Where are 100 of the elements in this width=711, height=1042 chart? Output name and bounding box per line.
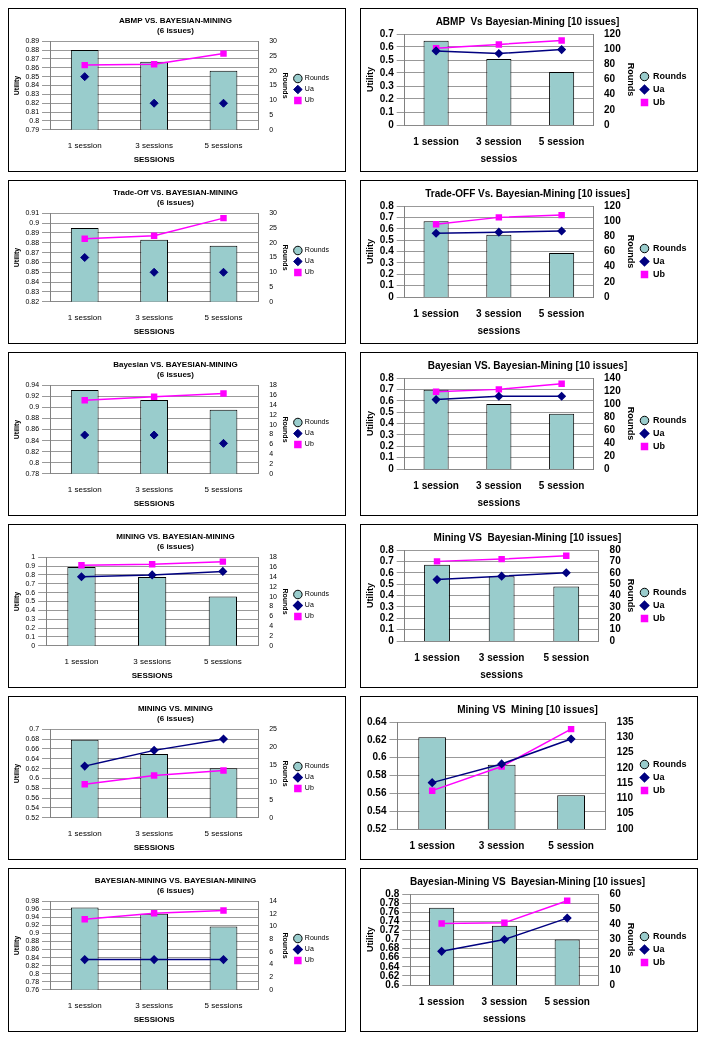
y2-tick-label: 0	[604, 290, 611, 302]
y2-tick-label: 40	[604, 88, 616, 100]
y2-tick-label: 60	[609, 566, 622, 578]
chart-title: Mining VS Bayesian-Mining [10 issues]	[433, 531, 622, 543]
y2-tick-label: 10	[609, 963, 622, 975]
legend-label: Ua	[653, 255, 666, 266]
y-tick-label: 0.54	[366, 804, 387, 816]
y2-tick-label: 0	[609, 978, 616, 990]
legend-label: Rounds	[653, 758, 687, 769]
chart-title: Bayesian VS. BAYESIAN-MINING (6 issues)	[113, 360, 238, 379]
y-tick-label: 0.7	[379, 383, 395, 395]
y2-tick-label: 120	[604, 384, 622, 396]
chart-title: Trade-Off VS. BAYESIAN-MINING (6 issues)	[112, 188, 239, 207]
legend-label: Ub	[653, 956, 666, 967]
y-tick-label: 0.8	[379, 371, 395, 383]
x-tick-label: 1 session	[67, 484, 102, 494]
legend-label: Ub	[653, 784, 666, 795]
y2-axis-title: Rounds	[625, 922, 636, 957]
y2-tick-label: 0	[604, 118, 611, 130]
y-tick-label: 0.52	[366, 822, 387, 834]
x-axis-title: SESSIONS	[133, 155, 176, 165]
x-tick-label: 5 session	[538, 135, 585, 147]
x-tick-label: 1 session	[67, 312, 102, 322]
x-axis-title: SESSIONS	[133, 843, 176, 853]
y-tick-label: 0	[388, 118, 395, 130]
x-tick-label: 5 session	[538, 307, 585, 319]
legend-label: Ua	[653, 427, 666, 438]
y2-tick-label: 0	[604, 462, 611, 474]
y2-tick-label: 20	[604, 449, 616, 461]
legend-label: Ua	[653, 83, 666, 94]
y-tick-label: 0.58	[366, 769, 387, 781]
chart-title: MINING VS. MINING (6 issues)	[137, 704, 214, 723]
chart-title: Mining VS Mining [10 issues]	[457, 703, 598, 715]
y-tick-label: 0.72	[379, 924, 400, 936]
y2-tick-label: 80	[604, 58, 616, 70]
y2-tick-label: 100	[604, 214, 622, 226]
y2-tick-label: 10	[609, 623, 622, 635]
y2-tick-label: 100	[604, 397, 622, 409]
legend-label: Ub	[653, 96, 666, 107]
x-axis-title: sessions	[480, 668, 524, 680]
legend-label: Rounds	[653, 242, 687, 253]
y2-tick-label: 50	[609, 577, 622, 589]
y2-axis-title: Rounds	[625, 578, 636, 613]
x-tick-label: 3 session	[476, 307, 522, 319]
y-tick-label: 0.7	[379, 211, 395, 223]
y-axis-title: Utility	[364, 66, 375, 93]
x-tick-label: 1 session	[414, 651, 460, 663]
x-tick-label: 3 sessions	[135, 828, 173, 838]
x-tick-label: 3 session	[476, 135, 522, 147]
y2-tick-label: 100	[616, 822, 634, 834]
x-axis-title: sessios	[480, 152, 518, 164]
y-tick-label: 0.78	[379, 896, 400, 908]
x-tick-label: 1 session	[67, 140, 102, 150]
x-tick-label: 1 session	[413, 307, 459, 319]
y-tick-label: 0.6	[379, 394, 395, 406]
y-tick-label: 0.1	[379, 451, 395, 463]
y2-tick-label: 40	[609, 589, 622, 601]
x-tick-label: 3 session	[478, 651, 525, 663]
y-tick-label: 0.3	[379, 79, 395, 91]
y-tick-label: 0.76	[379, 905, 400, 917]
y2-axis-title: Rounds	[625, 234, 636, 269]
x-axis-title: sessions	[477, 496, 521, 508]
x-axis-title: sessions	[483, 1012, 527, 1024]
x-tick-label: 1 session	[67, 828, 102, 838]
y-tick-label: 0.4	[379, 245, 395, 257]
y2-tick-label: 130	[616, 731, 634, 743]
y2-tick-label: 70	[609, 555, 622, 567]
y-tick-label: 0.62	[379, 969, 400, 981]
y2-tick-label: 105	[616, 807, 634, 819]
x-axis-title: SESSIONS	[131, 671, 174, 681]
chart-title: Trade-OFF Vs. Bayesian-Mining [10 issues]	[425, 187, 630, 199]
x-axis-title: SESSIONS	[133, 327, 176, 337]
y-tick-label: 0.6	[379, 222, 395, 234]
y-tick-label: 0.5	[379, 233, 395, 245]
chart-title: ABMP VS. BAYESIAN-MINING (6 issues)	[119, 16, 232, 35]
y-axis-title: Utility	[364, 410, 375, 437]
y2-tick-label: 115	[616, 776, 634, 788]
y-tick-label: 0.5	[379, 577, 395, 589]
x-tick-label: 1 session	[413, 479, 459, 491]
x-tick-label: 3 session	[481, 995, 528, 1007]
y-tick-label: 0.64	[366, 715, 387, 727]
x-tick-label: 3 sessions	[135, 140, 173, 150]
chart-title: Bayesian-Mining VS Bayesian-Mining [10 issues]	[409, 875, 646, 887]
x-tick-label: 5 session	[544, 995, 590, 1007]
y-tick-label: 0.64	[379, 960, 400, 972]
y2-tick-label: 60	[604, 245, 616, 257]
legend-label: Rounds	[653, 586, 687, 597]
x-tick-label: 5 sessions	[203, 656, 242, 666]
y-tick-label: 0.3	[379, 428, 395, 440]
chart-title: Bayesian VS. Bayesian-Mining [10 issues]	[427, 359, 628, 371]
x-tick-label: 1 session	[413, 135, 459, 147]
y-tick-label: 0.2	[379, 612, 395, 623]
y2-tick-label: 20	[609, 612, 622, 623]
y2-tick-label: 30	[609, 933, 622, 945]
y-tick-label: 0.4	[379, 417, 395, 429]
y2-tick-label: 110	[616, 792, 634, 804]
y-tick-label: 0.5	[379, 53, 395, 65]
x-tick-label: 5 sessions	[204, 312, 243, 322]
x-tick-label: 3 session	[478, 839, 525, 851]
y2-tick-label: 20	[604, 275, 616, 287]
